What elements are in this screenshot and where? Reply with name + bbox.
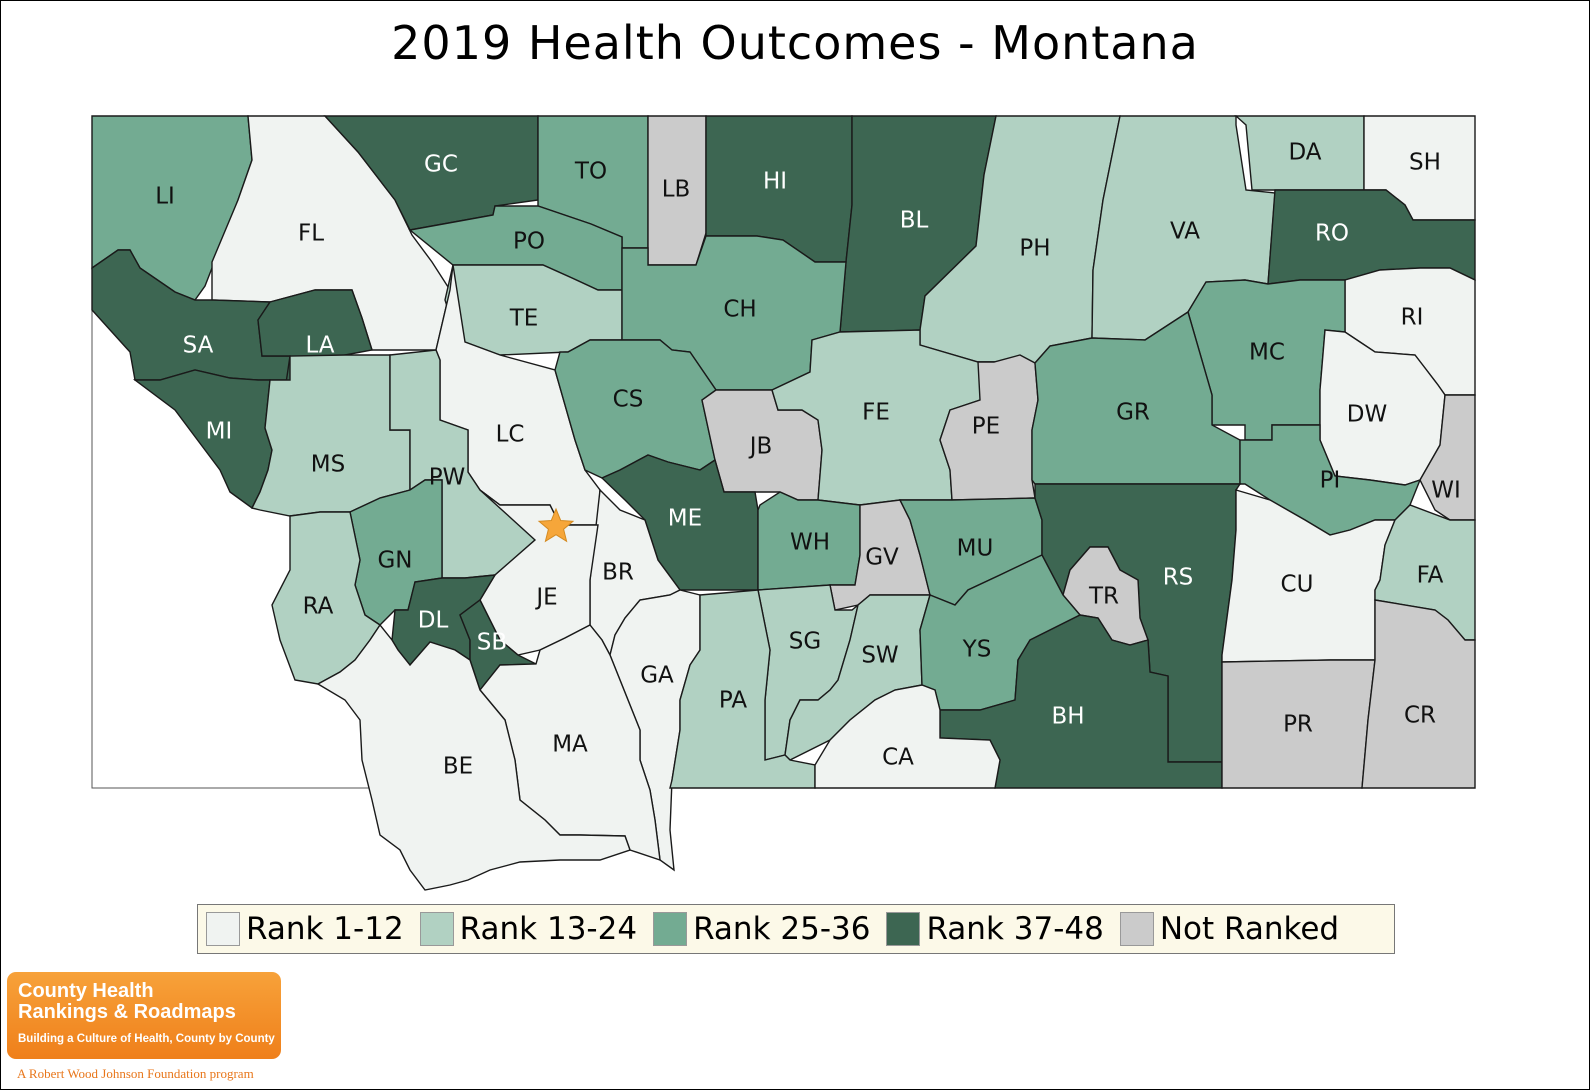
capital-star-icon xyxy=(537,507,575,543)
county-be[interactable] xyxy=(316,623,631,891)
county-label-ph: PH xyxy=(1019,236,1050,262)
legend-item: Rank 37-48 xyxy=(886,911,1104,947)
county-label-la: LA xyxy=(305,333,334,359)
legend-label: Rank 1-12 xyxy=(246,911,404,947)
legend: Rank 1-12 Rank 13-24 Rank 25-36 Rank 37-48 N… xyxy=(197,904,1395,954)
county-label-pe: PE xyxy=(972,414,1000,440)
legend-swatch xyxy=(206,912,240,946)
county-label-be: BE xyxy=(443,754,473,780)
county-label-wh: WH xyxy=(790,530,830,556)
county-label-ch: CH xyxy=(723,297,756,323)
legend-label: Rank 37-48 xyxy=(926,911,1104,947)
legend-label: Rank 25-36 xyxy=(693,911,871,947)
county-label-fe: FE xyxy=(862,400,890,426)
county-label-me: ME xyxy=(668,506,702,532)
county-label-pa: PA xyxy=(719,688,747,714)
county-label-hi: HI xyxy=(763,169,787,195)
county-label-fa: FA xyxy=(1417,563,1444,589)
county-ca[interactable] xyxy=(814,684,1001,789)
county-label-ma: MA xyxy=(552,732,588,758)
legend-swatch xyxy=(419,912,454,946)
county-label-br: BR xyxy=(602,560,634,586)
county-label-ro: RO xyxy=(1315,221,1349,247)
county-label-wi: WI xyxy=(1431,478,1461,504)
legend-swatch xyxy=(653,912,688,946)
county-mi[interactable] xyxy=(132,369,273,510)
county-label-va: VA xyxy=(1170,219,1200,245)
county-label-lc: LC xyxy=(496,422,525,448)
county-label-ga: GA xyxy=(640,663,674,689)
legend-item: Not Ranked xyxy=(1119,911,1340,947)
county-label-gv: GV xyxy=(865,545,899,571)
county-label-bh: BH xyxy=(1051,704,1084,730)
county-label-rs: RS xyxy=(1163,565,1194,591)
county-label-mu: MU xyxy=(957,536,994,562)
county-label-fl: FL xyxy=(298,221,324,247)
county-label-ms: MS xyxy=(311,452,345,478)
county-label-bl: BL xyxy=(900,208,929,234)
county-health-rankings-logo: County Health Rankings & Roadmaps Buildi… xyxy=(7,972,281,1059)
county-label-gn: GN xyxy=(377,548,412,574)
county-label-je: JE xyxy=(534,585,557,611)
logo-title-line1: County Health xyxy=(18,980,154,1002)
county-label-jb: JB xyxy=(748,434,773,460)
logo-foundation-credit: A Robert Wood Johnson Foundation program xyxy=(17,1066,254,1081)
county-label-dl: DL xyxy=(418,608,449,634)
logo-tagline: Building a Culture of Health, County by … xyxy=(18,1033,275,1045)
county-label-pi: PI xyxy=(1320,468,1341,494)
county-label-sw: SW xyxy=(861,643,898,669)
county-wi[interactable] xyxy=(1419,394,1476,521)
county-label-dw: DW xyxy=(1347,402,1387,428)
county-label-ra: RA xyxy=(303,594,334,620)
county-label-lb: LB xyxy=(662,177,691,203)
legend-item: Rank 25-36 xyxy=(653,911,870,947)
county-pe[interactable] xyxy=(939,354,1039,501)
county-label-ys: YS xyxy=(962,637,992,663)
county-label-cr: CR xyxy=(1404,703,1436,729)
county-label-gr: GR xyxy=(1116,400,1150,426)
county-label-cs: CS xyxy=(613,387,644,413)
map-title: 2019 Health Outcomes - Montana xyxy=(391,16,1199,70)
county-label-sg: SG xyxy=(789,629,821,655)
county-label-ca: CA xyxy=(882,745,914,771)
county-label-ri: RI xyxy=(1401,305,1424,331)
county-cr[interactable] xyxy=(1361,599,1476,789)
county-label-mc: MC xyxy=(1249,340,1285,366)
county-label-gc: GC xyxy=(424,152,458,178)
legend-item: Rank 13-24 xyxy=(419,911,638,947)
county-label-te: TE xyxy=(509,306,539,332)
county-label-tr: TR xyxy=(1088,584,1119,610)
county-label-li: LI xyxy=(155,184,175,210)
county-label-sh: SH xyxy=(1409,150,1441,176)
county-label-mi: MI xyxy=(206,419,233,445)
logo-title-line2: Rankings & Roadmaps xyxy=(18,1001,236,1023)
legend-swatch xyxy=(886,912,921,946)
county-label-da: DA xyxy=(1288,140,1321,166)
county-label-to: TO xyxy=(574,159,607,185)
legend-item: Rank 1-12 xyxy=(206,911,404,947)
county-label-sb: SB xyxy=(477,630,507,656)
legend-swatch xyxy=(1119,912,1154,946)
county-label-sa: SA xyxy=(183,333,214,359)
county-label-cu: CU xyxy=(1281,572,1314,598)
county-label-pr: PR xyxy=(1283,712,1313,738)
legend-label: Rank 13-24 xyxy=(459,911,638,947)
legend-label: Not Ranked xyxy=(1159,911,1340,947)
county-label-po: PO xyxy=(513,229,545,255)
county-label-pw: PW xyxy=(429,465,466,491)
